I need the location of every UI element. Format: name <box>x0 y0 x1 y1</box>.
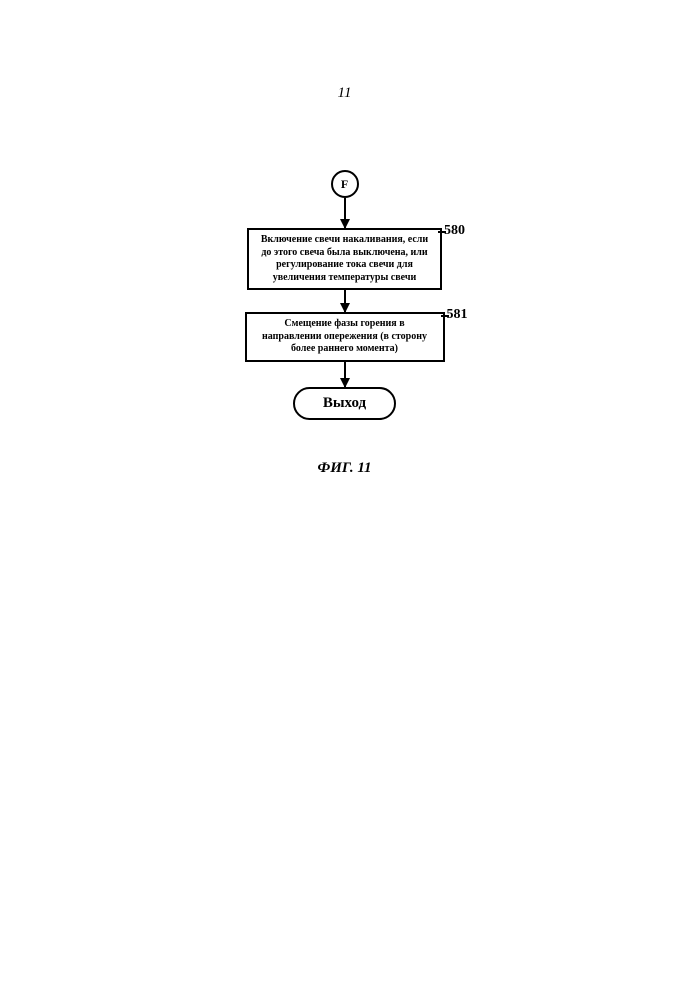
process-step-1: 580 Включение свечи накаливания, если до… <box>247 228 442 290</box>
terminator-label: Выход <box>323 395 366 411</box>
connector-node: F <box>331 170 359 198</box>
terminator-node: Выход <box>293 387 396 420</box>
figure-caption: ФИГ. 11 <box>317 460 371 477</box>
arrow-connector <box>344 362 346 387</box>
connector-label: F <box>341 177 348 192</box>
flowchart: F 580 Включение свечи накаливания, если … <box>245 170 445 420</box>
step-id-label: 580 <box>444 222 465 240</box>
arrow-connector <box>344 290 346 312</box>
step-text: Включение свечи накаливания, если до это… <box>261 234 428 283</box>
step-text: Смещение фазы горения в направлении опер… <box>262 318 427 354</box>
process-step-2: 581 Смещение фазы горения в направлении … <box>245 312 445 362</box>
arrow-connector <box>344 198 346 228</box>
page-number: 11 <box>338 85 352 102</box>
step-id-label: 581 <box>447 306 468 324</box>
